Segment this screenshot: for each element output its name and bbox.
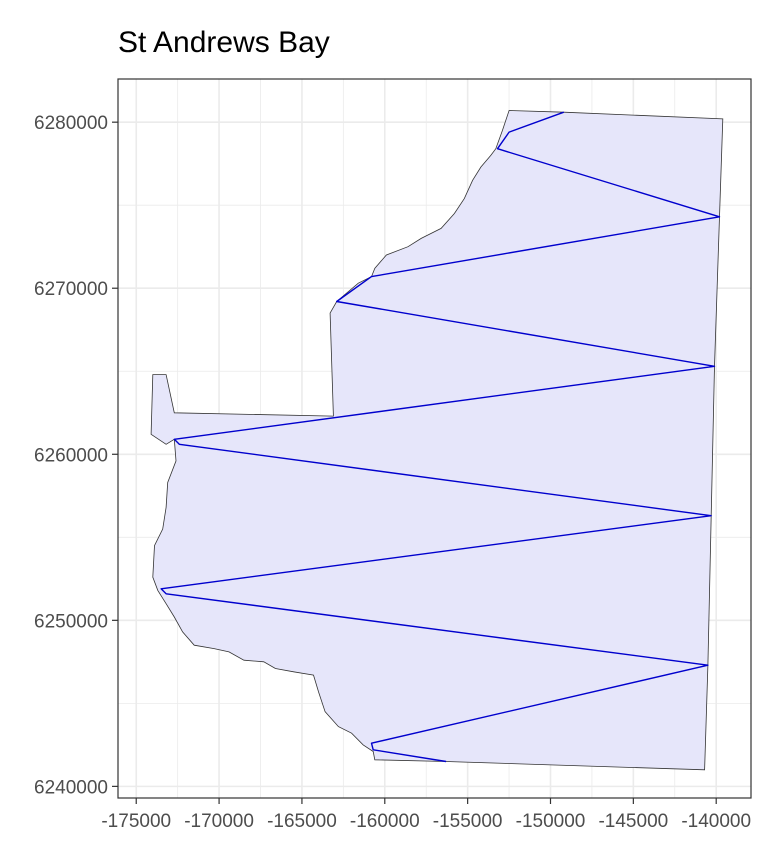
x-tick-label: -140000 [681, 811, 751, 832]
y-axis: 6240000 6250000 6260000 6270000 6280000 [34, 113, 118, 798]
x-tick-label: -160000 [350, 811, 420, 832]
y-tick-label: 6240000 [34, 777, 108, 798]
x-tick-label: -150000 [516, 811, 586, 832]
x-tick-label: -145000 [598, 811, 668, 832]
x-tick-label: -175000 [101, 811, 171, 832]
y-tick-label: 6270000 [34, 279, 108, 300]
study-region-polygon [150, 110, 724, 771]
chart-title: St Andrews Bay [118, 26, 330, 59]
x-tick-label: -155000 [433, 811, 503, 832]
plot-panel-border [117, 78, 752, 799]
y-tick-label: 6250000 [34, 611, 108, 632]
x-axis: -175000 -170000 -165000 -160000 -155000 -1500… [101, 798, 751, 832]
y-tick-label: 6280000 [34, 113, 108, 134]
survey-transect-line [160, 111, 721, 763]
x-tick-label: -165000 [267, 811, 337, 832]
x-tick-label: -170000 [184, 811, 254, 832]
y-tick-label: 6260000 [34, 445, 108, 466]
